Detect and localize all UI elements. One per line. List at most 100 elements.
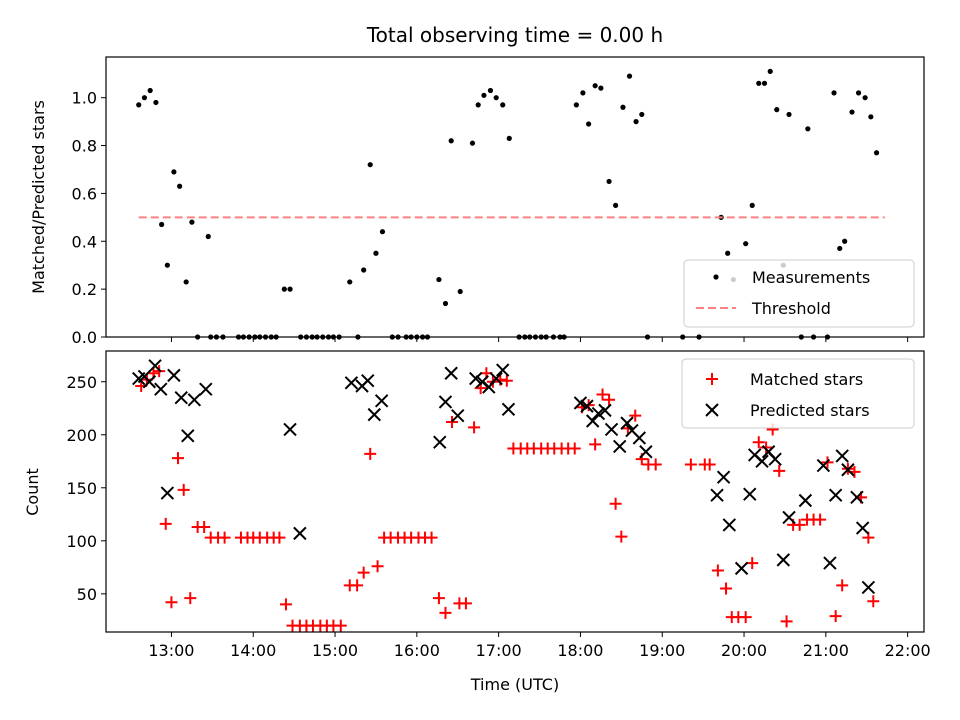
measurement-point (868, 114, 874, 120)
predicted-stars-point (823, 556, 837, 570)
measurement-point (373, 250, 379, 256)
predicted-stars-point (620, 416, 634, 430)
measurement-point (580, 90, 586, 96)
predicted-stars-point (433, 435, 447, 449)
measurement-point (573, 102, 579, 108)
matched-stars-point (273, 531, 286, 544)
bottom-legend-box (681, 358, 915, 429)
predicted-stars-point (768, 452, 782, 466)
predicted-stars-point (850, 490, 864, 505)
measurement-point (183, 279, 189, 285)
predicted-stars-point (743, 487, 757, 501)
count-panel: Count Time (UTC) 13:00 14:00 15:00 16:00 17:… (23, 350, 931, 694)
measurement-point (725, 250, 731, 256)
matched-stars-point (596, 388, 609, 401)
predicted-stars-point (361, 373, 375, 388)
matched-stars-point (773, 464, 786, 477)
matched-stars-point (684, 458, 697, 471)
predicted-stars-point (199, 382, 213, 396)
xtick-label: 22:00 (885, 641, 931, 660)
matched-stars-point (177, 483, 190, 496)
matched-stars-point (793, 518, 806, 531)
matched-stars-point (351, 579, 364, 592)
matched-stars-point (589, 438, 602, 451)
predicted-stars-point (444, 366, 458, 380)
bottom-ytick-label: 200 (66, 426, 97, 445)
top-data-marks (136, 68, 885, 340)
matched-stars-point (171, 452, 184, 465)
measurement-point (743, 241, 749, 247)
measurement-point (287, 286, 293, 292)
matched-stars-point (609, 497, 622, 510)
predicted-stars-point (148, 359, 162, 373)
measurement-point (506, 135, 512, 141)
predicted-stars-point (293, 526, 307, 541)
matched-stars-point (703, 458, 716, 471)
measurement-point (487, 87, 494, 94)
measurement-point (786, 111, 792, 118)
top-ytick-label: 0.4 (72, 232, 97, 251)
top-ytick-label: 0.0 (72, 328, 97, 347)
matched-stars-point (615, 530, 628, 543)
predicted-stars-point (639, 445, 653, 459)
bottom-ytick-label: 50 (77, 585, 97, 604)
measurement-point (774, 107, 780, 113)
predicted-stars-point (835, 449, 849, 463)
predicted-stars-point (496, 363, 510, 377)
predicted-stars-point (187, 393, 202, 407)
measurement-point (367, 162, 373, 168)
xtick-label: 19:00 (639, 641, 685, 660)
matched-stars-point (711, 564, 724, 577)
matched-stars-point (198, 521, 211, 534)
bottom-plot-frame (105, 350, 925, 633)
matched-stars-point (739, 611, 752, 624)
predicted-stars-point (283, 422, 297, 437)
matched-stars-point (364, 447, 377, 460)
measurement-point (136, 102, 142, 108)
measurement-point (436, 276, 442, 283)
legend-predicted-marker (705, 403, 719, 417)
predicted-stars-point (142, 375, 157, 389)
predicted-stars-point (776, 553, 791, 567)
predicted-stars-point (501, 402, 516, 417)
predicted-stars-point (438, 395, 453, 409)
legend-predicted-label: Predicted stars (750, 401, 870, 420)
predicted-stars-point (580, 399, 594, 413)
measurement-point (205, 233, 211, 240)
matched-stars-point (720, 582, 733, 595)
matched-stars-point (752, 436, 765, 449)
predicted-stars-point (716, 470, 731, 484)
measurement-point (633, 119, 639, 125)
xtick-label: 16:00 (394, 641, 440, 660)
legend-threshold-label: Threshold (751, 299, 831, 318)
measurement-point (189, 219, 195, 225)
measurement-point (147, 87, 153, 94)
top-ytick-label: 0.2 (72, 280, 97, 299)
bottom-legend: Matched stars Predicted stars (681, 358, 915, 429)
predicted-stars-point (451, 408, 465, 423)
legend-matched-label: Matched stars (750, 370, 863, 389)
matched-stars-point (629, 409, 642, 422)
predicted-stars-point (374, 394, 389, 408)
matched-stars-point (425, 531, 438, 544)
predicted-stars-point (755, 454, 769, 468)
measurement-point (475, 102, 481, 108)
matched-stars-point (829, 610, 842, 623)
measurement-point (592, 83, 598, 89)
matched-stars-point (468, 421, 481, 434)
measurement-point (756, 80, 762, 86)
predicted-stars-point (632, 431, 647, 445)
measurement-point (481, 92, 487, 98)
bottom-data-marks (132, 359, 880, 632)
measurement-point (281, 286, 287, 292)
predicted-stars-point (174, 390, 188, 405)
matched-stars-point (159, 517, 172, 530)
predicted-stars-point (734, 561, 749, 576)
predicted-stars-point (489, 371, 503, 386)
xtick-label: 18:00 (557, 641, 603, 660)
ratio-panel: Total observing time = 0.00 h Matched/Pr… (29, 23, 925, 347)
predicted-stars-point (154, 382, 168, 396)
predicted-stars-point (598, 403, 612, 418)
measurement-point (842, 238, 848, 244)
